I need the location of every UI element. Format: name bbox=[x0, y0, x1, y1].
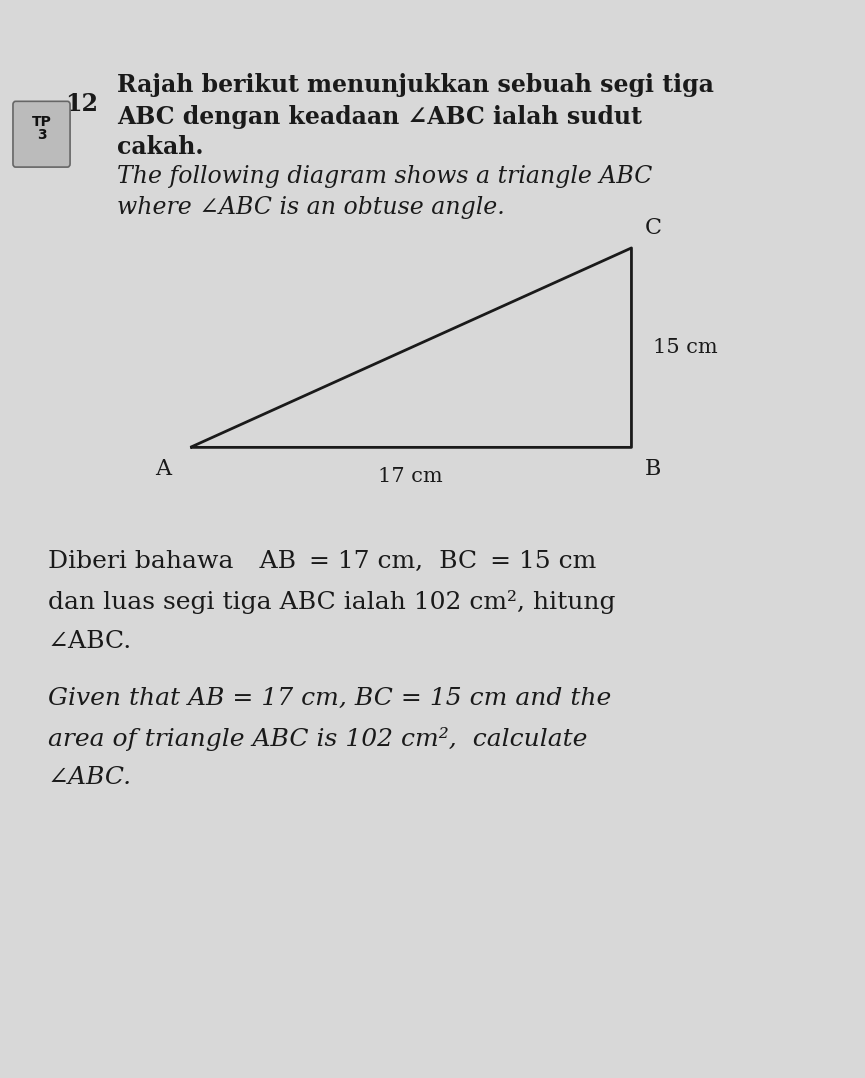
Text: ∠ABC.: ∠ABC. bbox=[48, 766, 131, 789]
FancyBboxPatch shape bbox=[13, 101, 70, 167]
Text: area of triangle ABC is 102 cm²,  calculate: area of triangle ABC is 102 cm², calcula… bbox=[48, 727, 587, 750]
Text: C: C bbox=[644, 218, 662, 239]
Text: cakah.: cakah. bbox=[117, 135, 203, 158]
Text: TP
3: TP 3 bbox=[32, 115, 51, 141]
Text: 15 cm: 15 cm bbox=[653, 338, 718, 357]
Text: ∠ABC.: ∠ABC. bbox=[48, 630, 131, 652]
Text: 12: 12 bbox=[65, 92, 98, 115]
Text: Given that AB = 17 cm, BC = 15 cm and the: Given that AB = 17 cm, BC = 15 cm and th… bbox=[48, 687, 611, 709]
Text: 17 cm: 17 cm bbox=[379, 467, 443, 486]
Text: The following diagram shows a triangle ABC: The following diagram shows a triangle A… bbox=[117, 165, 652, 188]
Text: B: B bbox=[644, 458, 661, 480]
Text: where ∠ABC is an obtuse angle.: where ∠ABC is an obtuse angle. bbox=[117, 196, 504, 219]
Text: ABC dengan keadaan ∠ABC ialah sudut: ABC dengan keadaan ∠ABC ialah sudut bbox=[117, 105, 642, 128]
Text: dan luas segi tiga ABC ialah 102 cm², hitung: dan luas segi tiga ABC ialah 102 cm², hi… bbox=[48, 590, 615, 613]
Text: Rajah berikut menunjukkan sebuah segi tiga: Rajah berikut menunjukkan sebuah segi ti… bbox=[117, 73, 714, 97]
Text: Diberi bahawa    AB  = 17 cm,  BC  = 15 cm: Diberi bahawa AB = 17 cm, BC = 15 cm bbox=[48, 550, 596, 572]
Text: A: A bbox=[156, 458, 171, 480]
